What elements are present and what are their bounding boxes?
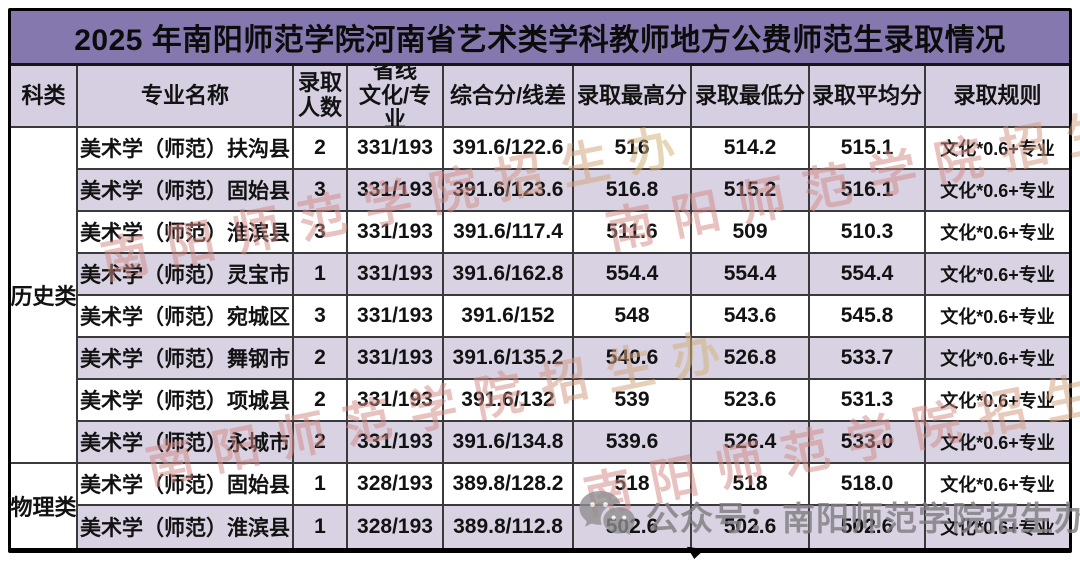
cell-rule: 文化*0.6+专业 — [926, 338, 1069, 380]
cell-rule: 文化*0.6+专业 — [926, 422, 1069, 464]
cell-count: 2 — [294, 128, 348, 170]
header-province-line: 省线 文化/专业 — [348, 66, 444, 128]
cell-max: 554.4 — [574, 254, 692, 296]
cell-count: 2 — [294, 380, 348, 422]
cell-major: 美术学（师范）淮滨县 — [78, 212, 294, 254]
cell-line: 331/193 — [348, 338, 444, 380]
cell-line: 331/193 — [348, 254, 444, 296]
cell-major: 美术学（师范）项城县 — [78, 380, 294, 422]
header-rule: 录取规则 — [926, 66, 1069, 128]
cell-max: 540.6 — [574, 338, 692, 380]
cell-line: 328/193 — [348, 506, 444, 548]
cell-min: 526.8 — [692, 338, 810, 380]
cell-rule: 文化*0.6+专业 — [926, 380, 1069, 422]
cell-avg: 554.4 — [810, 254, 926, 296]
cell-line: 331/193 — [348, 212, 444, 254]
cell-count: 3 — [294, 296, 348, 338]
cell-line: 331/193 — [348, 128, 444, 170]
cell-composite: 391.6/132 — [444, 380, 574, 422]
cell-avg: 533.7 — [810, 338, 926, 380]
cell-max: 516.8 — [574, 170, 692, 212]
header-min-score: 录取最低分 — [692, 66, 810, 128]
cell-max: 539.6 — [574, 422, 692, 464]
cell-min: 543.6 — [692, 296, 810, 338]
cell-major: 美术学（师范）固始县 — [78, 464, 294, 506]
cell-rule: 文化*0.6+专业 — [926, 212, 1069, 254]
cell-composite: 389.8/128.2 — [444, 464, 574, 506]
group-cell-history: 历史类 — [11, 128, 78, 464]
cell-count: 2 — [294, 338, 348, 380]
admissions-table: 科类 专业名称 录取 人数 省线 文化/专业 综合分/线差 录取最高分 录取最低… — [11, 66, 1069, 548]
border-nub — [685, 546, 705, 561]
header-max-score: 录取最高分 — [574, 66, 692, 128]
cell-composite: 391.6/162.8 — [444, 254, 574, 296]
cell-major: 美术学（师范）淮滨县 — [78, 506, 294, 548]
cell-rule: 文化*0.6+专业 — [926, 128, 1069, 170]
cell-max: 516 — [574, 128, 692, 170]
cell-avg: 531.3 — [810, 380, 926, 422]
cell-count: 2 — [294, 422, 348, 464]
header-avg-score: 录取平均分 — [810, 66, 926, 128]
cell-avg: 545.8 — [810, 296, 926, 338]
cell-composite: 391.6/123.6 — [444, 170, 574, 212]
cell-min: 554.4 — [692, 254, 810, 296]
cell-count: 3 — [294, 212, 348, 254]
cell-composite: 391.6/122.6 — [444, 128, 574, 170]
group-cell-physics: 物理类 — [11, 464, 78, 548]
cell-line: 328/193 — [348, 464, 444, 506]
cell-avg: 515.1 — [810, 128, 926, 170]
cell-count: 1 — [294, 464, 348, 506]
header-composite: 综合分/线差 — [444, 66, 574, 128]
header-count: 录取 人数 — [294, 66, 348, 128]
cell-min: 514.2 — [692, 128, 810, 170]
cell-major: 美术学（师范）固始县 — [78, 170, 294, 212]
cell-max: 518 — [574, 464, 692, 506]
cell-max: 502.6 — [574, 506, 692, 548]
cell-line: 331/193 — [348, 380, 444, 422]
cell-rule: 文化*0.6+专业 — [926, 170, 1069, 212]
cell-composite: 391.6/117.4 — [444, 212, 574, 254]
cell-avg: 533.0 — [810, 422, 926, 464]
cell-rule: 文化*0.6+专业 — [926, 296, 1069, 338]
header-category: 科类 — [11, 66, 78, 128]
header-major: 专业名称 — [78, 66, 294, 128]
cell-rule: 文化*0.6+专业 — [926, 464, 1069, 506]
cell-count: 1 — [294, 506, 348, 548]
cell-line: 331/193 — [348, 296, 444, 338]
cell-major: 美术学（师范）永城市 — [78, 422, 294, 464]
cell-min: 502.6 — [692, 506, 810, 548]
cell-count: 1 — [294, 254, 348, 296]
cell-count: 3 — [294, 170, 348, 212]
cell-avg: 502.6 — [810, 506, 926, 548]
cell-avg: 516.1 — [810, 170, 926, 212]
cell-composite: 391.6/135.2 — [444, 338, 574, 380]
cell-line: 331/193 — [348, 170, 444, 212]
cell-max: 539 — [574, 380, 692, 422]
cell-min: 518 — [692, 464, 810, 506]
cell-major: 美术学（师范）舞钢市 — [78, 338, 294, 380]
cell-major: 美术学（师范）宛城区 — [78, 296, 294, 338]
admissions-table-card: 2025 年南阳师范学院河南省艺术类学科教师地方公费师范生录取情况 科类 专业名… — [8, 8, 1072, 553]
cell-major: 美术学（师范）扶沟县 — [78, 128, 294, 170]
cell-min: 515.2 — [692, 170, 810, 212]
cell-major: 美术学（师范）灵宝市 — [78, 254, 294, 296]
cell-max: 511.6 — [574, 212, 692, 254]
cell-max: 548 — [574, 296, 692, 338]
cell-min: 509 — [692, 212, 810, 254]
page-title: 2025 年南阳师范学院河南省艺术类学科教师地方公费师范生录取情况 — [11, 11, 1069, 66]
cell-composite: 389.8/112.8 — [444, 506, 574, 548]
cell-composite: 391.6/152 — [444, 296, 574, 338]
cell-line: 331/193 — [348, 422, 444, 464]
cell-avg: 510.3 — [810, 212, 926, 254]
cell-rule: 文化*0.6+专业 — [926, 254, 1069, 296]
cell-avg: 518.0 — [810, 464, 926, 506]
cell-composite: 391.6/134.8 — [444, 422, 574, 464]
cell-min: 526.4 — [692, 422, 810, 464]
cell-min: 523.6 — [692, 380, 810, 422]
cell-rule: 文化*0.6+专业 — [926, 506, 1069, 548]
